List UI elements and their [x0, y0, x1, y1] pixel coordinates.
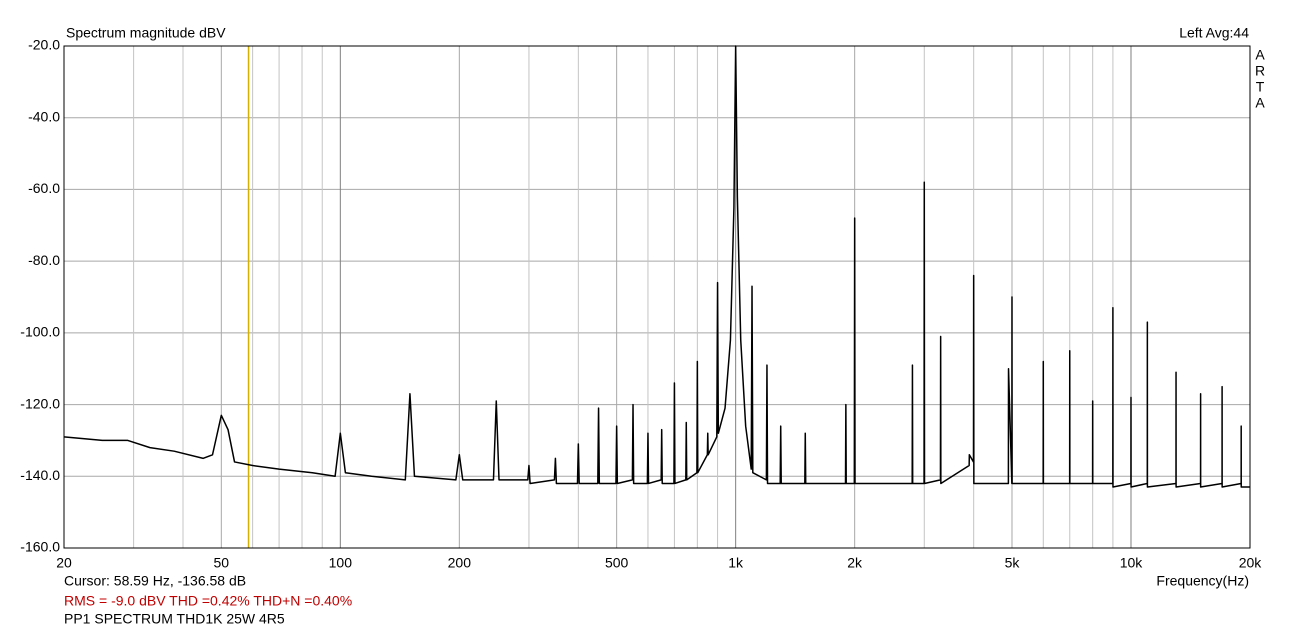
spectrum-line — [63, 45, 1250, 488]
y-tick-label: -60.0 — [28, 180, 60, 196]
x-tick-label: 50 — [214, 555, 230, 571]
cursor-label: Cursor: 58.59 Hz, -136.58 dB — [64, 573, 246, 589]
x-tick-label: 200 — [448, 555, 472, 571]
x-tick-label: 20k — [1239, 555, 1263, 571]
footer: PP1 SPECTRUM THD1K 25W 4R5 — [64, 611, 285, 627]
x-axis-label: Frequency(Hz) — [1156, 573, 1249, 589]
y-tick-label: -20.0 — [28, 37, 60, 53]
x-tick-label: 10k — [1120, 555, 1144, 571]
x-tick-label: 1k — [728, 555, 744, 571]
y-tick-label: -100.0 — [20, 324, 60, 340]
x-tick-label: 2k — [847, 555, 863, 571]
stats-label: RMS = -9.0 dBV THD =0.42% THD+N =0.40% — [64, 593, 352, 609]
y-tick-label: -140.0 — [20, 467, 60, 483]
chart-title: Spectrum magnitude dBV — [66, 25, 226, 41]
side-letter: R — [1255, 63, 1265, 79]
y-tick-label: -160.0 — [20, 539, 60, 555]
y-tick-label: -80.0 — [28, 252, 60, 268]
x-tick-label: 500 — [605, 555, 629, 571]
x-tick-label: 5k — [1005, 555, 1021, 571]
channel-label: Left Avg:44 — [1179, 25, 1249, 41]
y-tick-label: -120.0 — [20, 395, 60, 411]
side-letter: T — [1256, 79, 1265, 95]
y-tick-label: -40.0 — [28, 108, 60, 124]
side-letter: A — [1255, 47, 1265, 63]
x-tick-label: 20 — [56, 555, 72, 571]
plot-frame — [63, 45, 1251, 549]
x-tick-label: 100 — [329, 555, 353, 571]
side-letter: A — [1255, 95, 1265, 111]
